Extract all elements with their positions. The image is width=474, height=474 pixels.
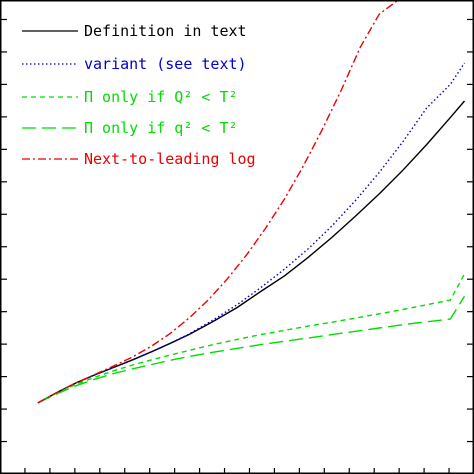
legend-label: Definition in text (84, 22, 247, 40)
legend-entry: Next-to-leading log (22, 150, 256, 168)
legend-label: Next-to-leading log (84, 150, 256, 168)
legend-label: variant (see text) (84, 55, 247, 73)
legend-entry: variant (see text) (22, 55, 247, 73)
plot-lines (37, 0, 466, 404)
legend-entry: Π only if Q² < T² (22, 88, 238, 106)
series-line-1 (37, 62, 466, 404)
series-line-0 (37, 100, 466, 404)
legend-entry: Definition in text (22, 22, 247, 40)
legend-entry: Π only if q² < T² (22, 119, 238, 137)
legend: Definition in text variant (see text) Π … (22, 22, 256, 168)
series-line-2 (37, 273, 466, 404)
series-line-3 (37, 295, 466, 404)
legend-label: Π only if Q² < T² (84, 88, 238, 106)
legend-label: Π only if q² < T² (84, 119, 238, 137)
series-line-4 (37, 0, 399, 404)
